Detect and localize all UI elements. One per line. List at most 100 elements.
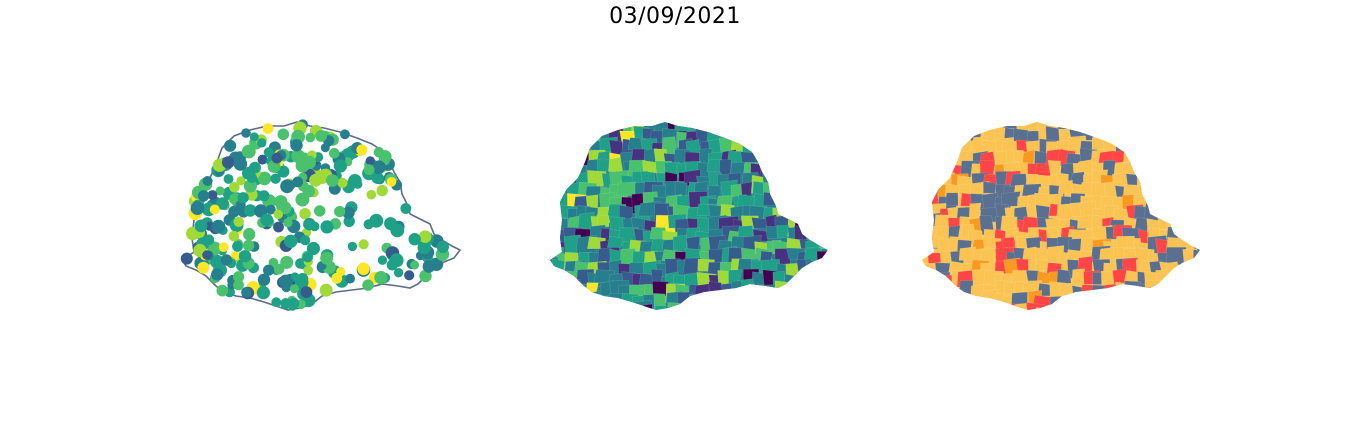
- municipality-point: [300, 235, 311, 246]
- municipality-region: [1025, 302, 1047, 310]
- municipality-point: [211, 219, 226, 234]
- municipality-region: [1144, 183, 1160, 204]
- municipality-region: [1135, 162, 1151, 177]
- municipality-region: [732, 122, 746, 132]
- municipality-region: [619, 304, 634, 310]
- municipality-region: [803, 213, 824, 236]
- municipality-region: [1154, 205, 1173, 220]
- municipality-region: [550, 150, 564, 171]
- municipality-region: [1159, 292, 1174, 310]
- municipality-region: [782, 171, 805, 192]
- municipality-region: [957, 303, 976, 310]
- municipality-point: [374, 271, 388, 285]
- municipality-region: [550, 140, 555, 156]
- municipality-region: [1169, 194, 1185, 209]
- municipality-region: [1057, 180, 1073, 194]
- municipality-region: [1101, 122, 1123, 130]
- municipality-region: [829, 246, 846, 260]
- municipality-region: [737, 296, 757, 310]
- municipality-point: [223, 174, 234, 184]
- municipality-region: [1171, 158, 1192, 181]
- municipality-region: [1082, 122, 1103, 137]
- municipality-region: [677, 291, 695, 305]
- municipality-region: [1137, 126, 1158, 148]
- municipality-region: [765, 129, 783, 147]
- municipality-region: [970, 295, 992, 309]
- state-choropleth-categorical: [922, 122, 1200, 310]
- municipality-region: [772, 137, 788, 156]
- municipality-point: [257, 154, 268, 165]
- municipality-point: [284, 234, 298, 248]
- municipality-region: [607, 235, 624, 248]
- municipality-point: [233, 279, 244, 291]
- municipality-region: [817, 192, 828, 209]
- municipality-region: [550, 279, 563, 300]
- municipality-region: [936, 130, 950, 145]
- municipality-region: [1112, 128, 1132, 146]
- municipality-region: [718, 122, 740, 136]
- municipality-region: [968, 202, 982, 218]
- municipality-point: [410, 260, 420, 270]
- municipality-region: [1146, 138, 1166, 153]
- municipality-region: [743, 307, 757, 310]
- map-panel-choropleth-categorical: [912, 110, 1212, 330]
- municipality-region: [787, 129, 803, 143]
- municipality-region: [1114, 122, 1135, 132]
- municipality-region: [805, 292, 818, 310]
- municipality-region: [922, 214, 936, 235]
- municipality-region: [1070, 304, 1087, 310]
- municipality-point: [333, 159, 347, 173]
- municipality-region: [586, 291, 602, 310]
- municipality-point: [356, 144, 368, 156]
- municipality-point: [289, 284, 299, 294]
- municipality-region: [803, 150, 822, 171]
- municipality-region: [1191, 229, 1200, 242]
- municipality-region: [1167, 303, 1186, 310]
- municipality-region: [831, 304, 849, 320]
- municipality-region: [1190, 127, 1200, 144]
- municipality-point: [209, 204, 220, 215]
- municipality-point: [260, 213, 274, 227]
- municipality-region: [741, 278, 755, 294]
- municipality-point: [224, 139, 237, 152]
- municipality-region: [596, 214, 610, 228]
- municipality-point: [258, 190, 270, 202]
- municipality-region: [550, 130, 560, 149]
- municipality-region: [776, 128, 789, 146]
- municipality-region: [1178, 126, 1198, 138]
- municipality-region: [1197, 293, 1200, 310]
- municipality-region: [969, 305, 983, 310]
- municipality-region: [1156, 122, 1174, 137]
- municipality-region: [1148, 157, 1162, 180]
- municipality-region: [922, 182, 932, 203]
- municipality-region: [1179, 160, 1199, 180]
- municipality-region: [1170, 170, 1184, 188]
- municipality-region: [553, 270, 571, 291]
- municipality-region: [1092, 304, 1108, 310]
- municipality-region: [551, 126, 573, 139]
- municipality-region: [1171, 272, 1186, 287]
- municipality-region: [577, 122, 596, 138]
- municipality-region: [638, 303, 654, 310]
- municipality-region: [1158, 159, 1176, 176]
- municipality-region: [1155, 302, 1172, 310]
- municipality-region: [1146, 150, 1164, 162]
- municipality-region: [945, 285, 962, 305]
- municipality-point: [263, 264, 275, 276]
- municipality-region: [927, 284, 945, 298]
- municipality-region: [774, 184, 790, 200]
- municipality-point: [306, 241, 320, 256]
- municipality-region: [566, 279, 584, 297]
- municipality-region: [1165, 128, 1185, 149]
- municipality-point: [419, 269, 432, 283]
- municipality-region: [772, 174, 786, 190]
- municipality-point: [262, 123, 274, 134]
- municipality-point: [194, 219, 208, 233]
- municipality-region: [797, 306, 817, 310]
- municipality-point: [215, 186, 225, 196]
- municipality-region: [803, 183, 820, 199]
- municipality-region: [1203, 249, 1222, 265]
- municipality-region: [763, 294, 783, 310]
- municipality-region: [798, 142, 816, 159]
- municipality-region: [752, 126, 770, 143]
